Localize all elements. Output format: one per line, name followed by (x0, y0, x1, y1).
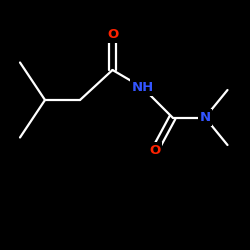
Text: O: O (107, 28, 118, 42)
Text: O: O (150, 144, 160, 156)
Text: N: N (200, 111, 210, 124)
Text: NH: NH (132, 81, 154, 94)
